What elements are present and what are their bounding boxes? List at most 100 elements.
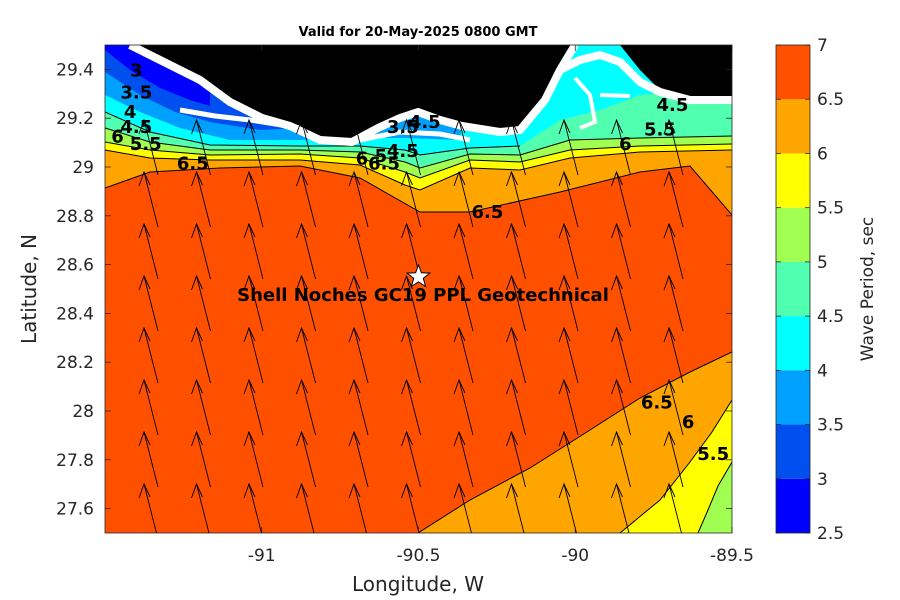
direction-arrow-head	[611, 274, 623, 291]
colorbar-band	[776, 261, 810, 317]
x-axis: -91 -90.5 -90 -89.5	[248, 45, 754, 566]
direction-arrow-head	[296, 482, 308, 499]
direction-arrow-head	[611, 170, 623, 187]
direction-arrow-head	[296, 222, 308, 239]
direction-arrow	[563, 275, 579, 332]
contour-label: 5.5	[130, 134, 162, 155]
y-tick-label: 28.8	[56, 207, 94, 227]
direction-arrow	[668, 327, 684, 384]
direction-arrow	[196, 171, 211, 228]
direction-arrow-head	[243, 482, 256, 499]
colorbar-tick-label: 4.5	[817, 307, 844, 327]
direction-arrow-head	[506, 430, 518, 447]
direction-arrow	[511, 483, 525, 533]
y-axis: 27.6 27.8 28 28.2 28.4 28.6 28.8 29 29.2 29.4	[56, 60, 732, 520]
direction-arrow	[301, 275, 316, 332]
direction-arrow-head	[663, 430, 676, 447]
direction-arrow-head	[348, 482, 361, 499]
direction-arrow-head	[401, 170, 413, 187]
direction-arrow	[248, 171, 264, 228]
direction-arrow-head	[506, 326, 518, 343]
direction-arrow	[248, 379, 264, 436]
direction-arrow-head	[348, 118, 361, 135]
direction-arrow-head	[453, 274, 466, 291]
direction-arrow-head	[453, 482, 466, 499]
direction-arrow	[353, 171, 369, 228]
coast-white-east	[558, 51, 732, 104]
direction-arrow-head	[506, 222, 518, 239]
direction-arrow	[196, 379, 211, 436]
direction-arrow	[458, 379, 474, 436]
x-tick-label: -89.5	[710, 546, 754, 566]
direction-arrow-head	[348, 274, 361, 291]
y-tick-label: 28.2	[56, 353, 94, 373]
direction-arrow-head	[191, 378, 203, 395]
contour-label: 6.5	[472, 202, 504, 223]
direction-arrow-head	[453, 118, 466, 135]
direction-arrow	[458, 119, 474, 176]
direction-arrow-head	[296, 170, 308, 187]
direction-arrow	[511, 223, 526, 280]
direction-arrow	[248, 275, 264, 332]
direction-arrow	[143, 379, 159, 436]
direction-arrow-head	[663, 170, 676, 187]
direction-arrow	[248, 483, 262, 533]
contour-label: 5	[375, 146, 388, 167]
direction-arrow-head	[663, 274, 676, 291]
direction-arrow-head	[243, 378, 256, 395]
contour-label: 6	[111, 127, 124, 148]
contour-labels: 6.56.56.565.565.54.533.544.56 5.53.54.54.…	[111, 61, 729, 465]
direction-arrow	[248, 327, 264, 384]
colorbar-tick-label: 4	[817, 361, 828, 381]
colorbar-band	[776, 45, 810, 100]
contour-label: 6	[619, 134, 632, 155]
colorbar-tick-label: 5.5	[817, 199, 844, 219]
direction-arrow-head	[401, 222, 413, 239]
direction-arrow-head	[611, 378, 623, 395]
direction-arrow-head	[138, 378, 151, 395]
direction-arrow-head	[296, 274, 308, 291]
colorbar: 2.5 3 3.5 4 4.5 5 5.5 6 6.5 7	[775, 36, 844, 544]
colorbar-band	[776, 370, 810, 425]
direction-arrow	[511, 275, 526, 332]
contour-label: 6	[682, 412, 695, 433]
direction-arrow-head	[611, 222, 623, 239]
direction-arrow-head	[243, 430, 256, 447]
direction-arrow	[143, 275, 159, 332]
direction-arrow-head	[453, 378, 466, 395]
direction-arrow	[668, 483, 682, 533]
direction-arrow-head	[558, 430, 571, 447]
direction-arrow-head	[138, 118, 151, 135]
direction-arrow	[668, 119, 684, 176]
direction-arrow-head	[296, 118, 308, 135]
x-axis-label: Longitude, W	[352, 572, 484, 596]
direction-arrow-head	[348, 326, 361, 343]
direction-arrow-head	[401, 274, 413, 291]
site-label: Shell Noches GC19 PPL Geotechnical	[237, 285, 609, 306]
direction-arrow-head	[296, 430, 308, 447]
direction-arrow-head	[453, 326, 466, 343]
direction-arrow-head	[138, 326, 151, 343]
contour-lines	[105, 111, 732, 533]
direction-arrow	[143, 483, 157, 533]
direction-arrow	[143, 119, 159, 176]
direction-arrow	[458, 171, 474, 228]
site-marker	[405, 263, 432, 288]
direction-arrow-head	[138, 430, 151, 447]
contour-label: 4.5	[120, 117, 152, 138]
direction-arrow	[511, 119, 526, 176]
direction-arrow-head	[558, 222, 571, 239]
direction-arrow-head	[401, 430, 413, 447]
direction-arrow	[563, 119, 579, 176]
y-tick-label: 27.8	[56, 451, 94, 471]
direction-arrow-head	[401, 326, 413, 343]
direction-arrow-head	[506, 482, 518, 499]
direction-arrow	[353, 223, 369, 280]
contour-label: 6.5	[641, 393, 673, 414]
direction-arrow-head	[401, 482, 413, 499]
direction-arrow-head	[348, 378, 361, 395]
direction-arrow-head	[663, 482, 676, 499]
band-5.5-6-se	[620, 400, 732, 533]
direction-arrow-head	[611, 430, 623, 447]
